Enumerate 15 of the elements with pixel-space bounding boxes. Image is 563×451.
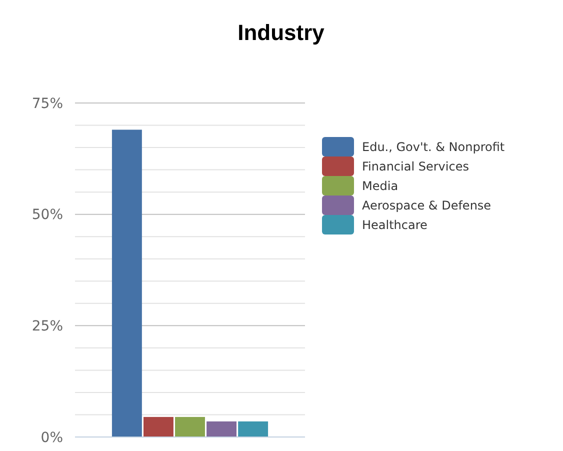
bar (238, 421, 268, 437)
y-tick-label: 0% (40, 430, 63, 446)
legend-label: Edu., Gov't. & Nonprofit (362, 140, 505, 154)
y-tick-label: 75% (32, 96, 63, 112)
chart-title: Industry (238, 20, 326, 45)
legend-label: Healthcare (362, 218, 428, 232)
y-tick-label: 25% (32, 318, 63, 335)
bar (206, 421, 237, 437)
bar (112, 130, 142, 437)
legend-label: Financial Services (362, 160, 469, 174)
bar (175, 416, 205, 437)
legend-label: Media (362, 179, 398, 194)
bar (143, 416, 174, 437)
y-tick-label: 50% (32, 207, 63, 224)
legend-label: Aerospace & Defense (362, 198, 492, 213)
